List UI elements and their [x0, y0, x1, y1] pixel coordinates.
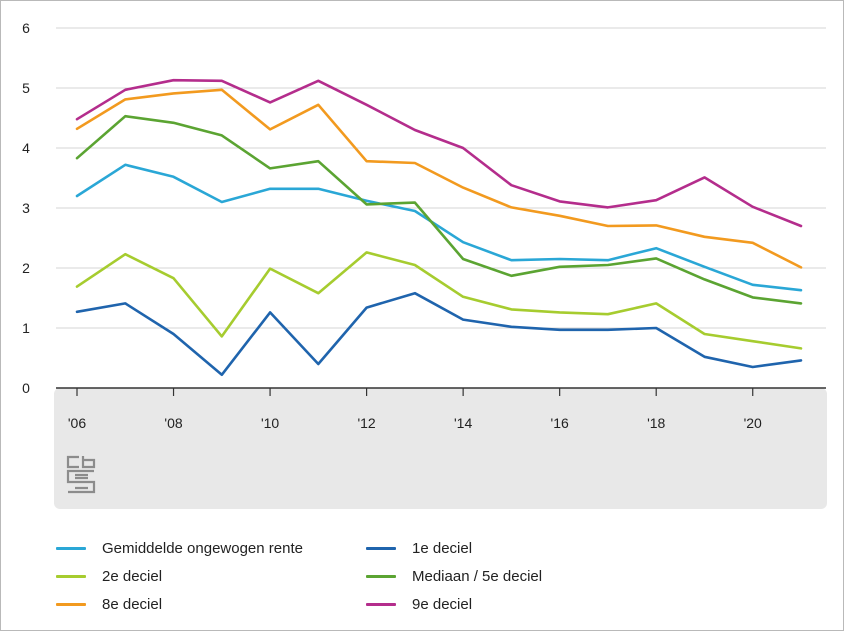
legend-label: 1e deciel [412, 539, 473, 557]
x-tick-label: '20 [744, 415, 762, 431]
legend-item: Mediaan / 5e deciel [366, 566, 616, 586]
y-tick-label: 0 [22, 380, 30, 396]
x-tick-label: '08 [164, 415, 182, 431]
y-tick-label: 5 [22, 80, 30, 96]
series-line-5 [75, 78, 803, 228]
legend-swatch [366, 546, 396, 550]
legend-swatch [56, 574, 86, 578]
y-tick-label: 2 [22, 260, 30, 276]
legend: Gemiddelde ongewogen rente 1e deciel 2e de… [56, 538, 616, 614]
legend-item: 8e deciel [56, 594, 366, 614]
legend-swatch [56, 602, 86, 606]
legend-swatch [56, 546, 86, 550]
grid-lines [56, 27, 826, 329]
legend-label: Mediaan / 5e deciel [412, 567, 543, 585]
series-line-1 [75, 291, 803, 377]
series-lines [75, 78, 803, 377]
legend-item: 1e deciel [366, 538, 616, 558]
x-tick-label: '16 [551, 415, 569, 431]
y-tick-label: 6 [22, 20, 30, 36]
legend-item: 2e deciel [56, 566, 366, 586]
legend-label: 2e deciel [102, 567, 163, 585]
legend-item: Gemiddelde ongewogen rente [56, 538, 366, 558]
series-line-3 [75, 114, 803, 305]
x-tick-label: '10 [261, 415, 279, 431]
xaxis-band [54, 388, 827, 509]
x-axis: '06 '08 '10 '12 '14 '16 '18 '20 [68, 388, 762, 431]
y-tick-label: 4 [22, 140, 30, 156]
y-tick-label: 3 [22, 200, 30, 216]
legend-label: 8e deciel [102, 595, 163, 613]
cbs-logo-icon [66, 455, 96, 494]
x-tick-label: '12 [357, 415, 375, 431]
series-line-2 [75, 251, 803, 350]
series-line-4 [75, 88, 803, 269]
x-tick-label: '14 [454, 415, 472, 431]
legend-item: 9e deciel [366, 594, 616, 614]
legend-swatch [366, 602, 396, 606]
legend-label: 9e deciel [412, 595, 473, 613]
x-tick-label: '18 [647, 415, 665, 431]
series-line-0 [75, 163, 803, 292]
y-tick-label: 1 [22, 320, 30, 336]
y-axis: 0 1 2 3 4 5 6 [22, 20, 30, 396]
x-tick-label: '06 [68, 415, 86, 431]
legend-label: Gemiddelde ongewogen rente [102, 539, 303, 557]
legend-swatch [366, 574, 396, 578]
